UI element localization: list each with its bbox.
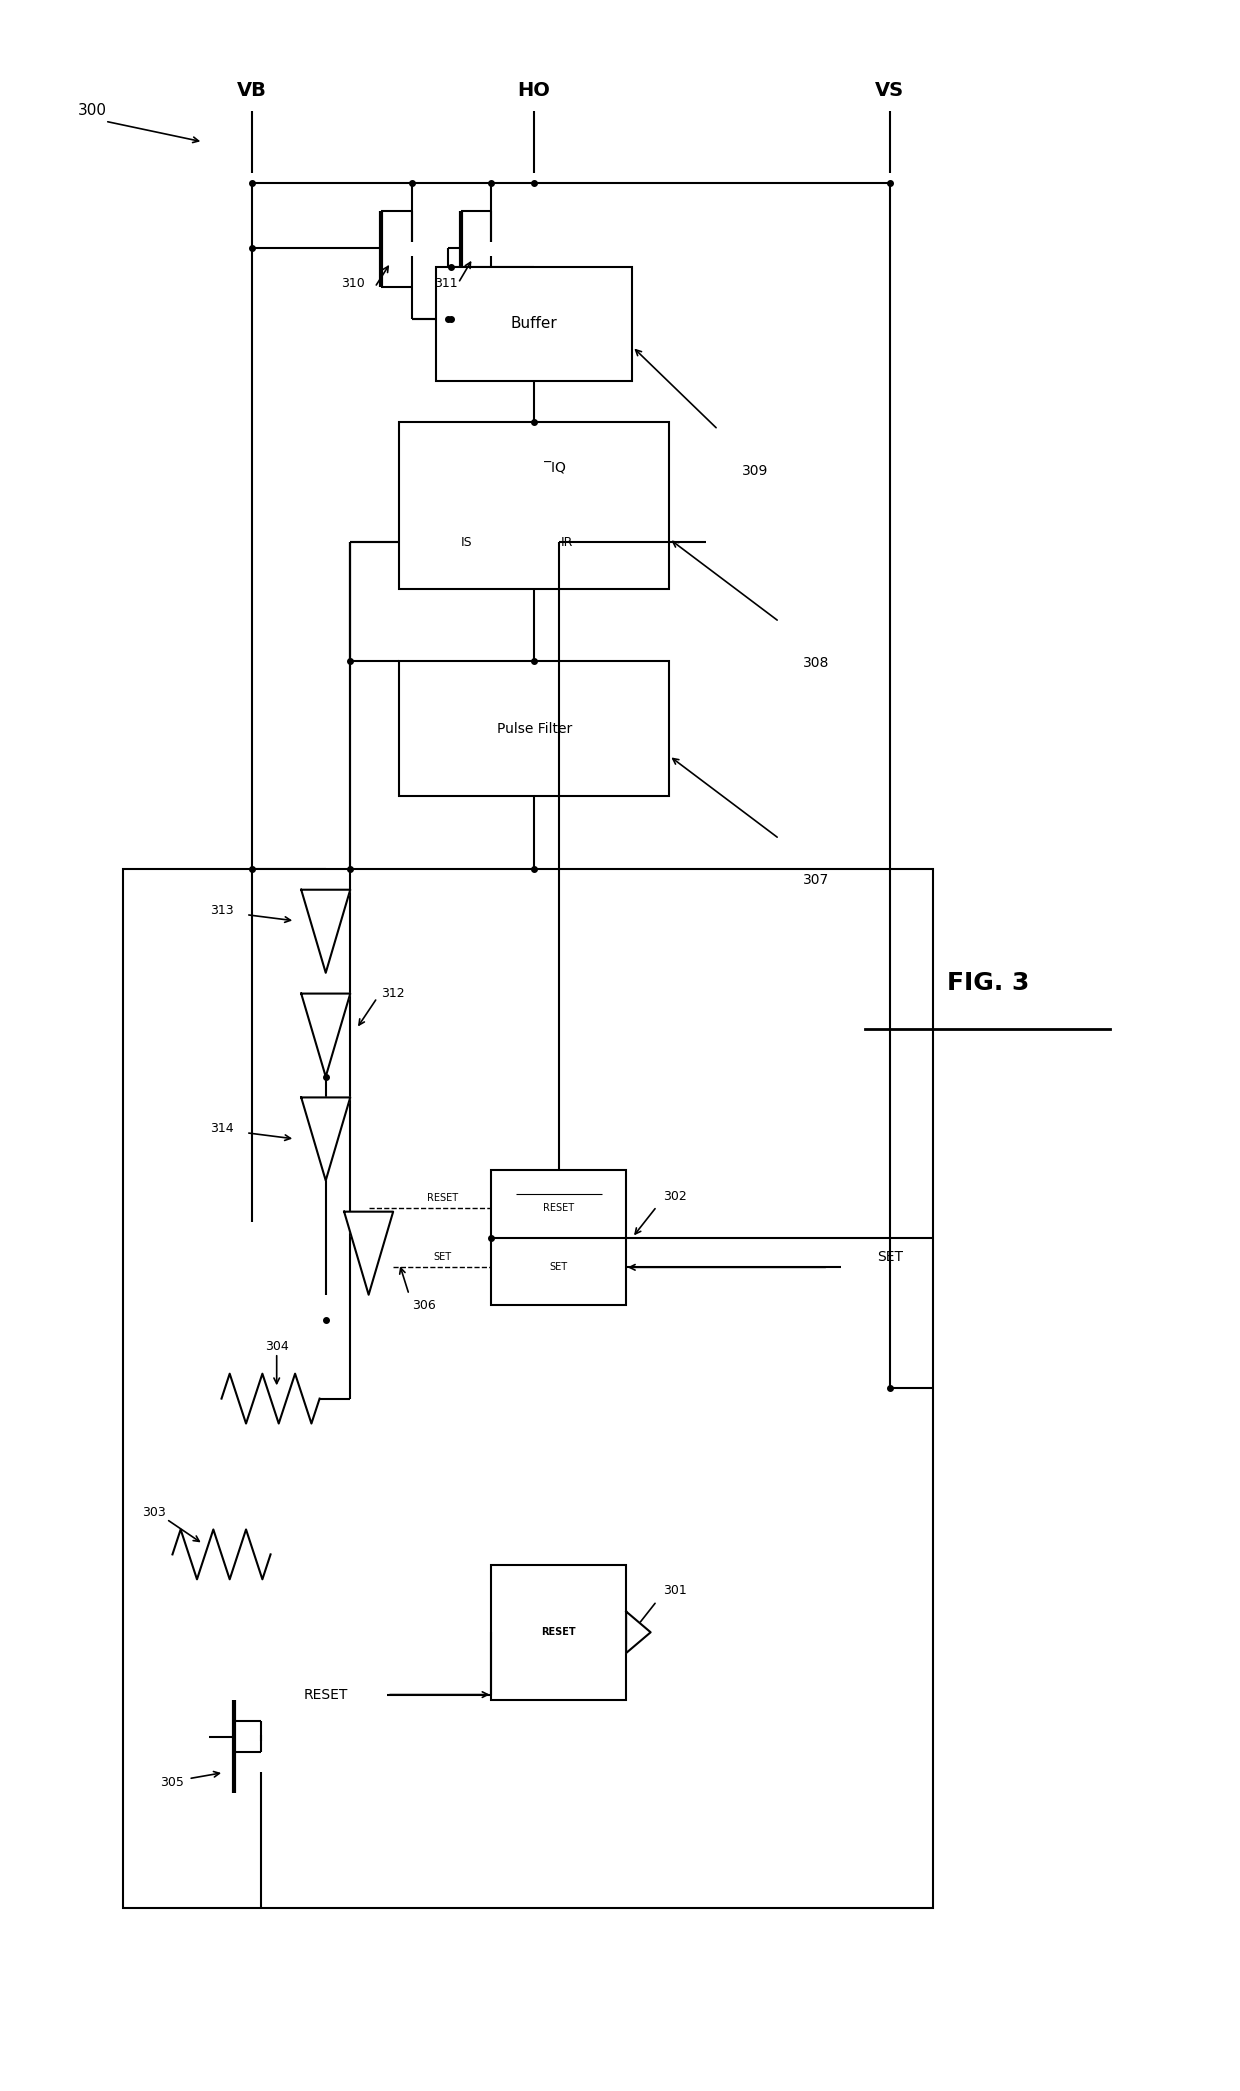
Text: 307: 307 [804,874,830,887]
Text: 304: 304 [265,1340,289,1353]
Text: IR: IR [560,535,573,548]
Bar [399,661,670,797]
Text: SET: SET [549,1263,568,1271]
Text: 308: 308 [804,657,830,671]
Text: RESET: RESET [304,1687,348,1702]
Text: Pulse Filter: Pulse Filter [496,721,572,736]
Text: 303: 303 [143,1506,166,1520]
Bar [491,1171,626,1305]
Text: FIG. 3: FIG. 3 [946,970,1029,995]
Text: IS: IS [461,535,472,548]
Text: RESET: RESET [542,1627,577,1637]
Text: VB: VB [237,82,267,100]
Text: ̅IQ: ̅IQ [552,462,567,477]
Text: 309: 309 [742,464,768,479]
Text: VS: VS [875,82,904,100]
Bar [491,1564,626,1700]
Text: 312: 312 [382,987,405,999]
Polygon shape [301,993,350,1077]
Polygon shape [345,1211,393,1294]
Text: 311: 311 [434,276,458,291]
Text: 301: 301 [663,1585,687,1598]
Text: 306: 306 [412,1299,435,1311]
Text: RESET: RESET [543,1202,574,1213]
Text: HO: HO [518,82,551,100]
Text: 310: 310 [341,276,365,291]
Polygon shape [301,1098,350,1181]
Bar [436,266,632,381]
Text: 300: 300 [78,102,108,119]
Text: 302: 302 [663,1190,687,1202]
Text: SET: SET [433,1253,451,1263]
Polygon shape [301,889,350,972]
Text: RESET: RESET [427,1192,458,1202]
Text: 305: 305 [160,1777,185,1790]
Text: 314: 314 [210,1123,234,1135]
Bar [399,422,670,588]
Text: SET: SET [877,1250,903,1263]
Bar [124,870,932,1907]
Text: Buffer: Buffer [511,316,558,330]
Polygon shape [626,1612,651,1654]
Text: 313: 313 [210,903,234,918]
